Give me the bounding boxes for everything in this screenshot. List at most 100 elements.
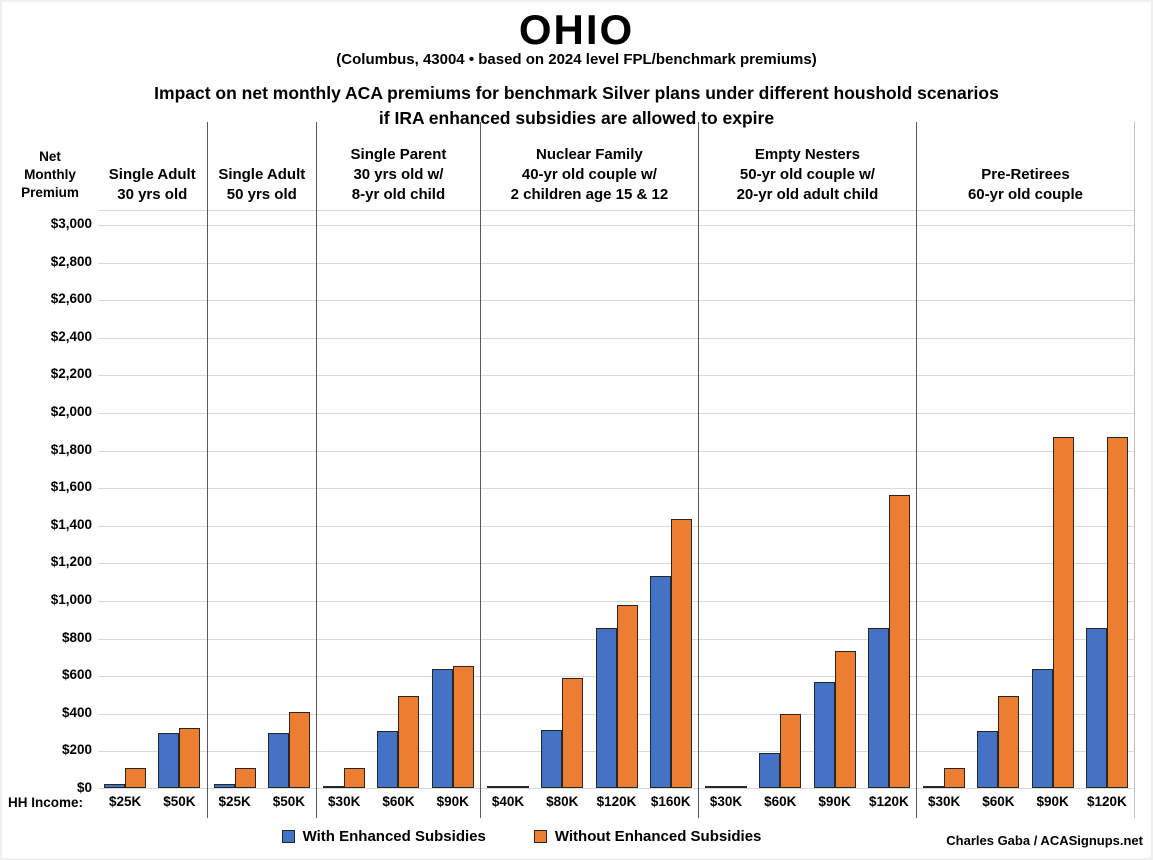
bar-with-enhanced-subsidies bbox=[431, 668, 453, 788]
group-income-labels: $30K $60K $90K bbox=[317, 788, 480, 818]
category-slot bbox=[917, 210, 971, 788]
group-income-labels: $30K $60K $90K $120K bbox=[917, 788, 1134, 818]
bar-without-enhanced-subsidies bbox=[670, 519, 692, 788]
income-tick-label: $60K bbox=[764, 794, 797, 809]
scenario-group-header: Pre-Retirees 60-yr old couple bbox=[967, 166, 1083, 203]
income-tick-label: $40K bbox=[491, 794, 525, 809]
bar-with-enhanced-subsidies bbox=[759, 753, 781, 788]
group-bars-row bbox=[98, 210, 207, 788]
gridline bbox=[98, 525, 1135, 527]
income-tick-label: $80K bbox=[546, 794, 579, 809]
gridline bbox=[98, 450, 1135, 452]
income-tick-label: $60K bbox=[382, 794, 415, 809]
group-bars-row bbox=[917, 210, 1134, 788]
bar-without-enhanced-subsidies bbox=[1106, 437, 1128, 788]
group-income-labels: $40K $80K $120K $160K bbox=[481, 788, 698, 818]
y-tick-label: $1,000 bbox=[50, 592, 92, 607]
bar-groups: Single Adult 30 yrs old $25K $50K Single Ad… bbox=[98, 122, 1135, 818]
category-slot bbox=[807, 210, 861, 788]
scenario-group-header: Nuclear Family 40-yr old couple w/ 2 chi… bbox=[510, 146, 669, 203]
y-tick-label: $400 bbox=[61, 704, 92, 720]
bar-with-enhanced-subsidies bbox=[267, 732, 289, 788]
income-tick-label: $50K bbox=[163, 794, 196, 809]
gridline bbox=[98, 488, 1135, 490]
bar-with-enhanced-subsidies bbox=[923, 786, 945, 788]
income-tick-label: $60K bbox=[982, 794, 1015, 809]
gridline bbox=[98, 375, 1135, 377]
legend-item-with-enhanced: With Enhanced Subsidies bbox=[281, 828, 486, 845]
bar-without-enhanced-subsidies bbox=[944, 768, 966, 788]
y-tick-label: $800 bbox=[61, 629, 92, 645]
y-tick-label: $2,400 bbox=[50, 328, 92, 344]
group-bars-row bbox=[208, 210, 317, 788]
credit-attribution: Charles Gaba / ACASignups.net bbox=[946, 833, 1143, 848]
income-tick-label: $120K bbox=[868, 794, 909, 809]
y-tick-label: $200 bbox=[61, 742, 92, 758]
bar-without-enhanced-subsidies bbox=[726, 786, 748, 788]
y-tick-label: $600 bbox=[61, 667, 92, 683]
y-tick-label: $2,600 bbox=[50, 291, 92, 307]
gridline bbox=[98, 413, 1135, 414]
legend-swatch-orange-icon bbox=[533, 830, 547, 843]
y-tick-label: $1,800 bbox=[50, 441, 92, 457]
category-slot bbox=[426, 210, 480, 788]
chart-title: OHIO bbox=[518, 6, 635, 53]
y-tick-label: $2,200 bbox=[50, 366, 92, 382]
gridline bbox=[98, 337, 1135, 339]
legend: With Enhanced Subsidies Without Enhanced… bbox=[0, 828, 1043, 845]
category-slot bbox=[1025, 210, 1079, 788]
income-tick-label: $90K bbox=[436, 794, 469, 809]
income-tick-label: $25K bbox=[218, 794, 251, 809]
category-slot bbox=[699, 210, 753, 788]
bar-with-enhanced-subsidies bbox=[158, 732, 180, 788]
legend-swatch-blue-icon bbox=[281, 830, 295, 843]
legend-label-with-enhanced: With Enhanced Subsidies bbox=[302, 828, 486, 845]
bar-without-enhanced-subsidies bbox=[834, 650, 856, 788]
group-bars-row bbox=[481, 210, 698, 788]
income-tick-label: $160K bbox=[650, 794, 691, 809]
bar-without-enhanced-subsidies bbox=[288, 711, 310, 788]
bar-with-enhanced-subsidies bbox=[705, 786, 727, 788]
bar-with-enhanced-subsidies bbox=[104, 784, 126, 788]
income-tick-label: $50K bbox=[272, 794, 306, 809]
bar-without-enhanced-subsidies bbox=[888, 494, 910, 788]
bar-without-enhanced-subsidies bbox=[562, 678, 584, 788]
income-tick-label: $120K bbox=[596, 794, 637, 809]
legend-label-without-enhanced: Without Enhanced Subsidies bbox=[554, 828, 762, 845]
group-income-labels: $30K $60K $90K $120K bbox=[699, 788, 916, 818]
gridline bbox=[98, 601, 1135, 602]
scenario-group-header: Single Adult 50 yrs old bbox=[218, 166, 306, 203]
y-tick-label: $3,000 bbox=[50, 216, 92, 231]
bar-with-enhanced-subsidies bbox=[213, 784, 235, 788]
income-tick-label: $30K bbox=[709, 794, 743, 809]
category-slot bbox=[862, 210, 916, 788]
bar-without-enhanced-subsidies bbox=[234, 768, 256, 788]
gridline bbox=[98, 563, 1135, 565]
category-slot bbox=[262, 210, 316, 788]
bar-with-enhanced-subsidies bbox=[1085, 628, 1107, 788]
scenario-group-6: Pre-Retirees 60-yr old couple $30K $60K $90… bbox=[915, 122, 1135, 818]
scenario-group-3: Single Parent 30 yrs old w/ 8-yr old chi… bbox=[316, 122, 480, 818]
category-slot bbox=[753, 210, 807, 788]
category-slot bbox=[644, 210, 698, 788]
group-income-labels: $25K $50K bbox=[208, 788, 317, 818]
hh-income-label: HH Income: bbox=[8, 795, 84, 810]
group-income-labels: $25K $50K bbox=[98, 788, 207, 818]
chart-heading: Impact on net monthly ACA premiums for b… bbox=[154, 83, 999, 128]
bar-with-enhanced-subsidies bbox=[813, 681, 835, 788]
y-tick-label: $1,200 bbox=[50, 554, 92, 570]
y-axis-title: Net Monthly Premium bbox=[21, 149, 79, 200]
income-tick-label: $120K bbox=[1086, 794, 1127, 809]
category-slot bbox=[971, 210, 1025, 788]
legend-item-without-enhanced: Without Enhanced Subsidies bbox=[533, 828, 762, 845]
bar-with-enhanced-subsidies bbox=[486, 786, 508, 788]
group-bars-row bbox=[699, 210, 916, 788]
category-slot bbox=[589, 210, 643, 788]
income-tick-label: $30K bbox=[927, 794, 961, 809]
bar-with-enhanced-subsidies bbox=[977, 730, 999, 788]
chart-subtitle: (Columbus, 43004 • based on 2024 level F… bbox=[336, 51, 817, 68]
bar-without-enhanced-subsidies bbox=[780, 713, 802, 788]
gridline bbox=[98, 262, 1135, 264]
income-tick-label: $25K bbox=[108, 794, 142, 809]
y-tick-label: $2,000 bbox=[50, 404, 92, 419]
